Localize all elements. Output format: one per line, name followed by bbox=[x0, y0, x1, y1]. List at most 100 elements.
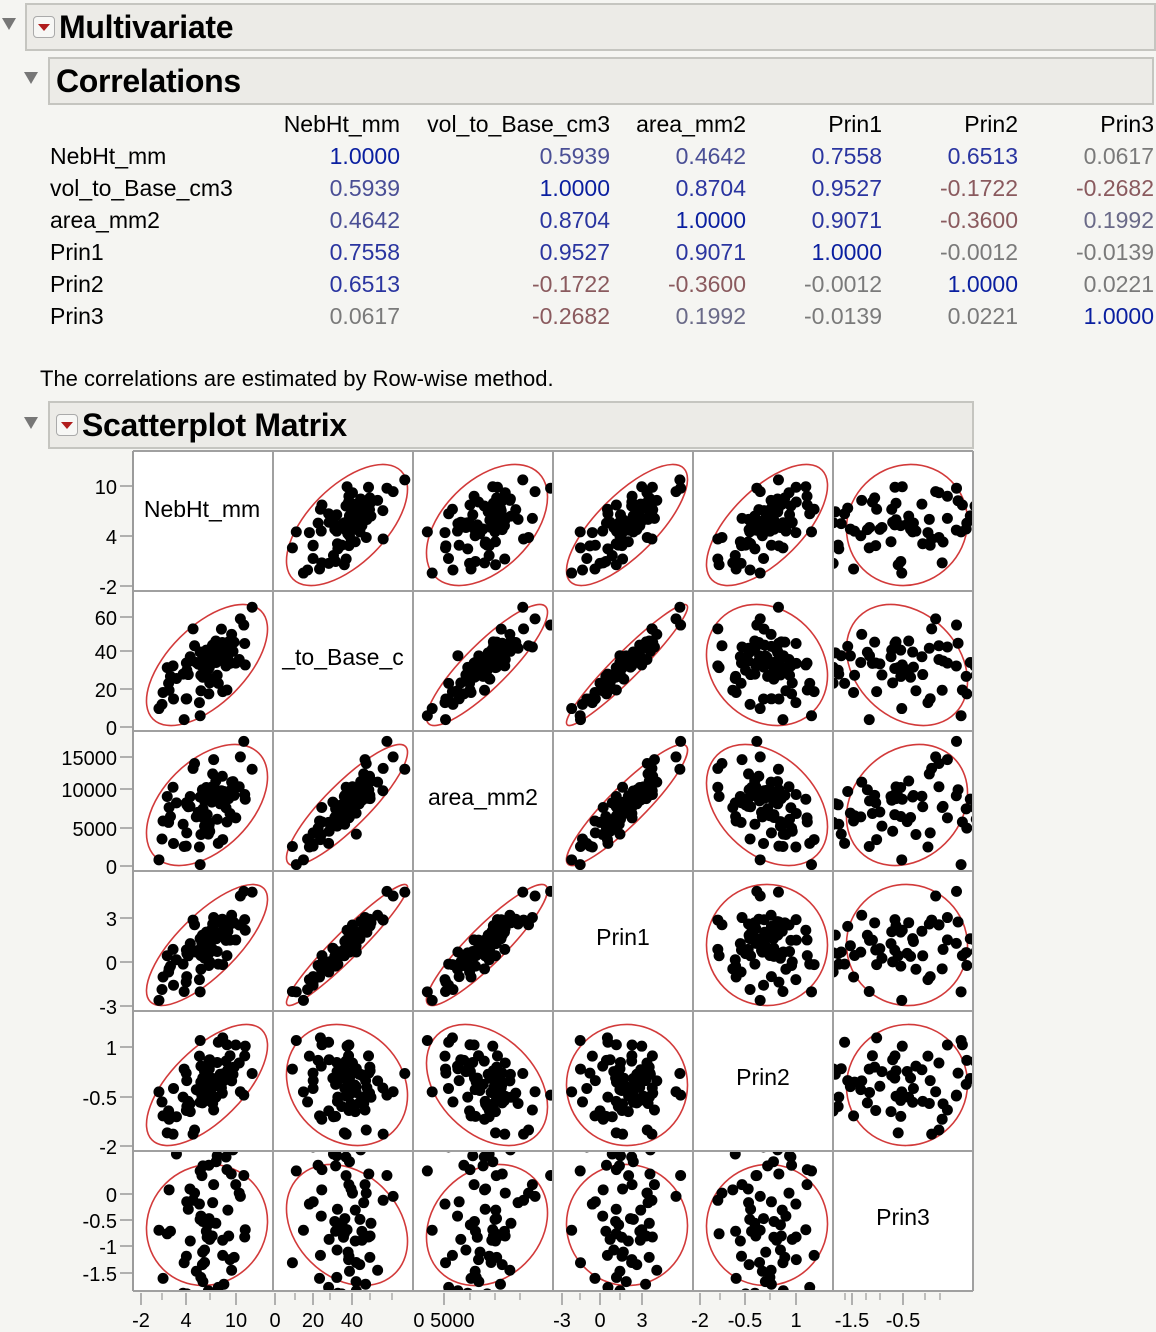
data-point bbox=[504, 1068, 516, 1080]
data-point bbox=[783, 1187, 795, 1199]
data-point bbox=[984, 699, 995, 710]
data-point bbox=[768, 519, 780, 531]
data-point bbox=[772, 776, 784, 788]
scatterplot-disclosure-icon[interactable] bbox=[24, 417, 38, 429]
data-point bbox=[800, 659, 812, 671]
scatter-cell[interactable]: _to_Base_c bbox=[281, 644, 403, 670]
data-point bbox=[716, 1187, 728, 1199]
scatter-cell[interactable] bbox=[404, 442, 570, 608]
data-point bbox=[712, 781, 724, 793]
data-point bbox=[745, 950, 757, 962]
data-point bbox=[839, 1036, 851, 1048]
data-point bbox=[768, 1215, 780, 1227]
scatter-cell[interactable] bbox=[127, 1005, 288, 1166]
scatter-cell[interactable] bbox=[776, 439, 1034, 610]
scatter-cell[interactable] bbox=[555, 733, 699, 877]
data-point bbox=[349, 1106, 361, 1118]
scatter-cell[interactable]: Prin2 bbox=[736, 1064, 790, 1090]
data-point bbox=[323, 1293, 334, 1304]
scatter-cell[interactable] bbox=[681, 1098, 852, 1332]
scatter-cell[interactable]: Prin1 bbox=[596, 924, 650, 950]
scatter-cell[interactable] bbox=[126, 584, 289, 747]
scatter-cell[interactable] bbox=[549, 447, 705, 603]
scatter-cell[interactable] bbox=[273, 731, 421, 879]
data-point bbox=[170, 954, 182, 966]
scatter-cell[interactable] bbox=[776, 720, 1034, 890]
data-point bbox=[224, 1050, 236, 1062]
scatter-cell[interactable] bbox=[413, 591, 561, 739]
correlations-disclosure-icon[interactable] bbox=[24, 72, 38, 84]
data-point bbox=[964, 933, 973, 945]
scatter-cell[interactable] bbox=[262, 1098, 432, 1332]
data-point bbox=[896, 1040, 908, 1052]
data-point bbox=[489, 1106, 501, 1118]
data-point bbox=[778, 1293, 789, 1304]
scatter-cell[interactable] bbox=[262, 1000, 433, 1171]
scatter-cell[interactable] bbox=[266, 444, 429, 607]
scatter-cell[interactable]: Prin3 bbox=[876, 1204, 930, 1230]
scatter-cell[interactable]: NebHt_mm bbox=[144, 496, 260, 522]
scatter-cell[interactable] bbox=[776, 859, 1034, 1030]
data-point bbox=[303, 1050, 315, 1062]
data-point bbox=[801, 490, 813, 502]
data-point bbox=[202, 1063, 214, 1075]
data-point bbox=[499, 553, 511, 565]
data-point bbox=[736, 754, 748, 766]
data-point bbox=[597, 1113, 609, 1125]
data-point bbox=[574, 526, 586, 538]
data-point bbox=[727, 684, 739, 696]
data-point bbox=[440, 1257, 452, 1269]
scatter-cell[interactable] bbox=[776, 999, 1034, 1170]
data-point bbox=[749, 1287, 760, 1291]
scatter-cell[interactable] bbox=[682, 580, 853, 751]
scatter-cell[interactable] bbox=[541, 999, 712, 1170]
scatter-cell[interactable] bbox=[402, 1098, 572, 1332]
data-point bbox=[833, 929, 841, 941]
data-point bbox=[730, 1225, 742, 1237]
multivariate-disclosure-icon[interactable] bbox=[2, 18, 16, 30]
data-point bbox=[193, 1050, 205, 1062]
data-point bbox=[866, 1050, 878, 1062]
data-point bbox=[950, 660, 962, 672]
data-point bbox=[338, 559, 350, 571]
data-point bbox=[848, 971, 860, 983]
scatter-cell[interactable] bbox=[403, 1001, 571, 1169]
scatter-cell[interactable] bbox=[558, 596, 696, 734]
scatter-cell[interactable] bbox=[541, 1098, 712, 1332]
data-point bbox=[161, 662, 173, 674]
data-point bbox=[156, 983, 168, 995]
data-point bbox=[648, 754, 660, 766]
data-point bbox=[760, 523, 772, 535]
data-point bbox=[358, 768, 370, 780]
scatter-cell[interactable] bbox=[683, 721, 851, 889]
data-point bbox=[302, 1096, 314, 1108]
scatter-cell[interactable] bbox=[121, 1098, 292, 1332]
data-point bbox=[467, 1056, 479, 1068]
scatter-cell[interactable] bbox=[124, 722, 290, 888]
scatter-cell[interactable] bbox=[687, 445, 848, 606]
data-point bbox=[338, 1127, 350, 1139]
data-point bbox=[566, 703, 578, 715]
data-point bbox=[839, 837, 851, 849]
data-point bbox=[990, 771, 1001, 782]
data-point bbox=[246, 601, 258, 613]
scatter-cell[interactable] bbox=[415, 873, 559, 1017]
data-point bbox=[844, 650, 856, 662]
scatter-cell[interactable] bbox=[776, 580, 1034, 750]
scatter-cell[interactable] bbox=[129, 867, 285, 1023]
data-point bbox=[735, 1250, 747, 1262]
data-point bbox=[161, 790, 173, 802]
scatter-cell[interactable] bbox=[681, 859, 852, 1030]
multivariate-red-triangle-menu-icon[interactable] bbox=[33, 16, 55, 38]
data-point bbox=[960, 523, 972, 535]
data-point bbox=[1023, 785, 1034, 796]
scatter-cell[interactable] bbox=[278, 876, 416, 1014]
data-point bbox=[364, 789, 376, 801]
data-point bbox=[339, 789, 351, 801]
scatter-cell[interactable]: area_mm2 bbox=[428, 784, 538, 810]
data-point bbox=[545, 1089, 553, 1101]
scatterplot-red-triangle-menu-icon[interactable] bbox=[56, 414, 78, 436]
data-point bbox=[648, 1179, 660, 1191]
data-point bbox=[339, 1213, 351, 1225]
